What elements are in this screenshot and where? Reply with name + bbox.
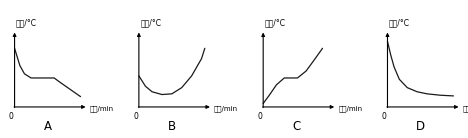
Text: 时间/min: 时间/min [338,105,363,112]
Text: 温度/°C: 温度/°C [140,19,161,28]
Text: 0: 0 [9,112,14,121]
Text: D: D [416,120,425,133]
Text: 0: 0 [257,112,263,121]
Text: C: C [292,120,300,133]
Text: 时间/min: 时间/min [90,105,114,112]
Text: 0: 0 [382,112,387,121]
Text: 0: 0 [133,112,138,121]
Text: A: A [44,120,51,133]
Text: 温度/°C: 温度/°C [16,19,37,28]
Text: 温度/°C: 温度/°C [389,19,410,28]
Text: 时间/min: 时间/min [214,105,238,112]
Text: 温度/°C: 温度/°C [264,19,285,28]
Text: 时间/min: 时间/min [463,105,468,112]
Text: B: B [168,120,176,133]
